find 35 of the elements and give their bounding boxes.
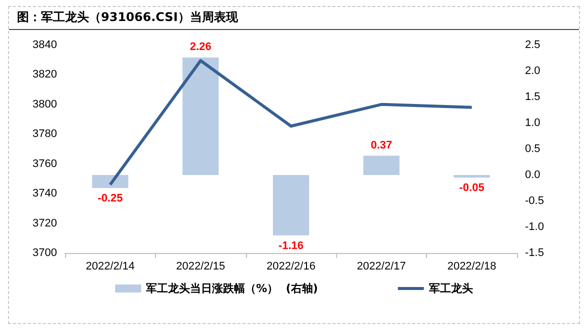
y2-tick-label: 1.5 xyxy=(525,91,540,103)
data-label: -1.16 xyxy=(278,240,304,252)
data-label: 0.37 xyxy=(370,139,392,152)
x-tick-label: 2022/2/18 xyxy=(447,260,496,272)
y-tick-label: 3720 xyxy=(32,217,57,230)
bar xyxy=(92,175,128,188)
bar xyxy=(182,57,219,175)
y-tick-label: 3700 xyxy=(32,247,57,259)
y2-tick-label: 2.0 xyxy=(525,65,540,77)
data-label: -0.25 xyxy=(98,192,123,204)
legend-label: 军工龙头 xyxy=(428,282,473,295)
y-tick-label: 3800 xyxy=(32,98,57,110)
y-tick-label: 3740 xyxy=(32,188,57,200)
x-tick-label: 2022/2/14 xyxy=(86,260,135,272)
bar xyxy=(454,175,490,178)
legend-label: 军工龙头当日涨跌幅（%） (右轴) xyxy=(146,282,318,295)
y2-tick-label: -1.0 xyxy=(525,221,544,233)
x-tick-label: 2022/2/16 xyxy=(266,260,316,272)
y2-tick-label: 1.0 xyxy=(525,117,540,129)
bar xyxy=(272,175,310,236)
y2-tick-label: 0.0 xyxy=(525,169,540,181)
chart-title: 图：军工龙头（931066.CSI）当周表现 xyxy=(17,9,238,26)
y-tick-label: 3760 xyxy=(32,158,57,170)
y-tick-label: 3820 xyxy=(32,68,57,81)
y-tick-label: 3780 xyxy=(32,128,57,140)
y-tick-label: 3840 xyxy=(32,39,57,51)
y2-tick-label: -1.5 xyxy=(525,247,544,259)
y2-tick-label: -0.5 xyxy=(525,195,544,207)
bar xyxy=(363,156,400,175)
data-label: -0.05 xyxy=(459,182,484,194)
x-tick-label: 2022/2/15 xyxy=(176,260,226,272)
y2-tick-label: 2.5 xyxy=(525,39,540,51)
y2-tick-label: 0.5 xyxy=(525,143,540,155)
data-label: 2.26 xyxy=(190,40,212,53)
x-tick-label: 2022/2/17 xyxy=(356,260,406,272)
